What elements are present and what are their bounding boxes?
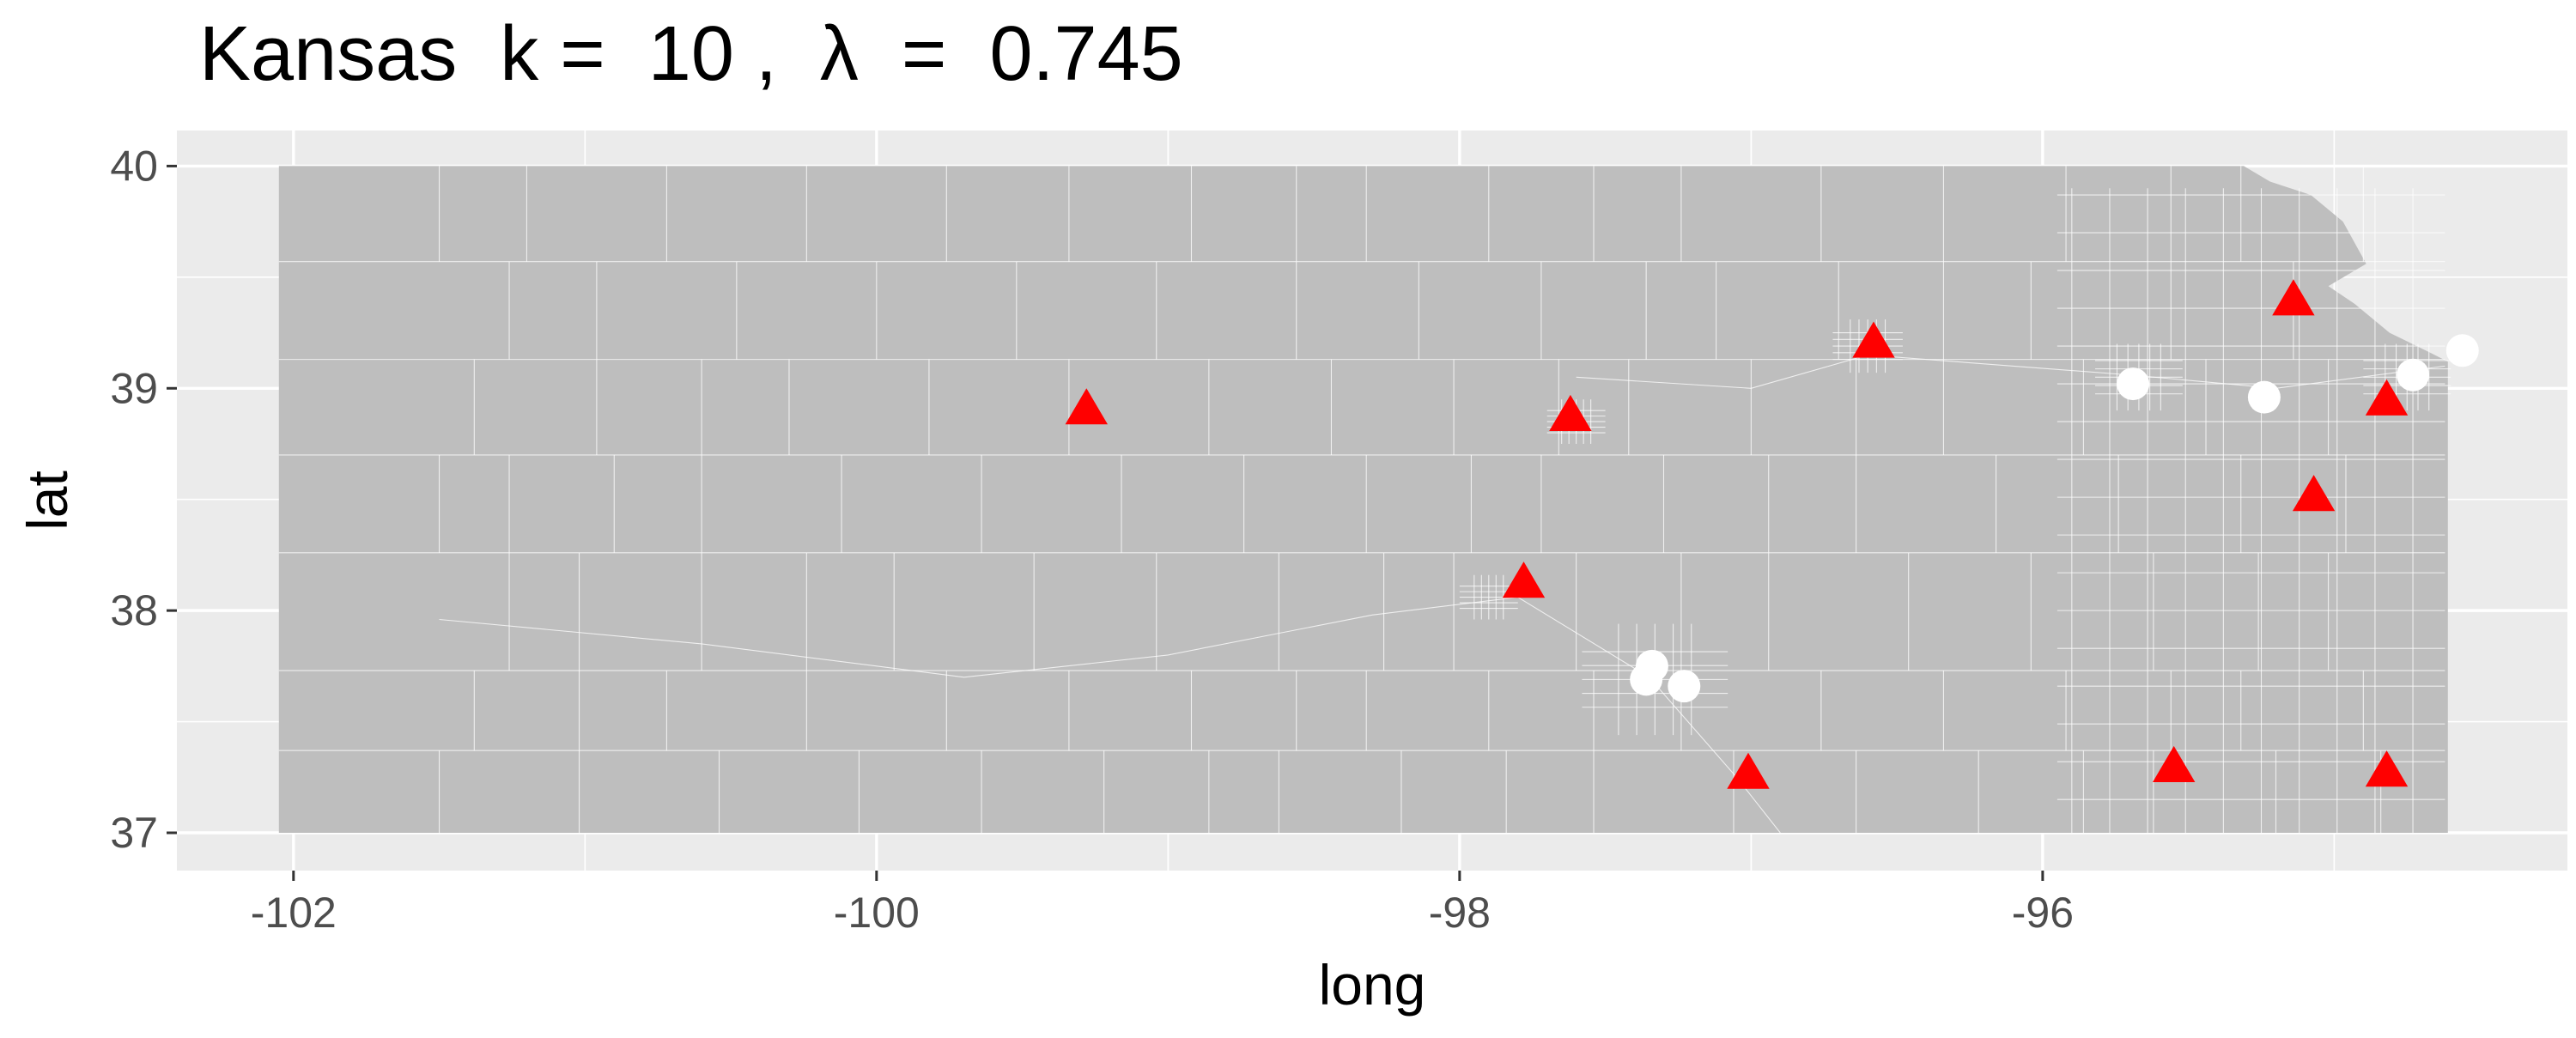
triangle-point <box>1502 561 1546 598</box>
circle-point <box>2397 358 2430 392</box>
circle-point <box>2445 334 2479 367</box>
river-boundary <box>439 597 1781 834</box>
triangle-point <box>1065 388 1108 425</box>
y-axis-title: lat <box>15 470 79 531</box>
kansas-state-shape <box>278 166 2448 833</box>
x-tick-label: -102 <box>251 889 337 937</box>
y-tick-label: 37 <box>110 809 158 857</box>
triangle-point <box>1549 394 1592 431</box>
triangle-point <box>1727 752 1770 789</box>
y-tick-label: 38 <box>110 586 158 634</box>
kansas-tract-map <box>278 166 2451 834</box>
axis-ticks <box>167 164 2044 881</box>
y-tick-label: 40 <box>110 142 158 190</box>
points-layer <box>1065 279 2479 789</box>
tick-labels: -102 -100 -98 -96 37 38 39 40 <box>110 142 2074 937</box>
x-tick-label: -98 <box>1429 889 1491 937</box>
x-tick-label: -96 <box>2012 889 2074 937</box>
x-tick-label: -100 <box>834 889 920 937</box>
circle-point <box>2117 367 2150 401</box>
triangle-point <box>2153 745 2196 782</box>
x-axis-title: long <box>1319 953 1426 1017</box>
circle-point <box>1668 670 1701 703</box>
triangle-point <box>2292 475 2336 512</box>
circle-point <box>2247 380 2281 414</box>
triangle-point <box>1852 321 1895 358</box>
triangle-point <box>2365 750 2409 787</box>
y-tick-label: 39 <box>110 364 158 412</box>
circle-point <box>1630 663 1663 696</box>
chart-title: Kansas k = 10 , λ = 0.745 <box>199 11 1183 97</box>
triangle-point <box>2272 279 2315 316</box>
triangle-point <box>2365 379 2409 416</box>
